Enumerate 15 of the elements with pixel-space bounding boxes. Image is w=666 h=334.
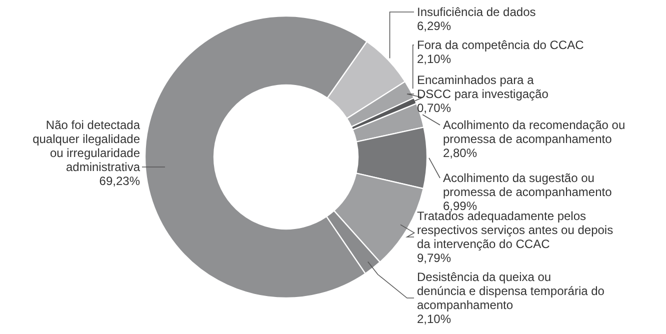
slice-label: Desistência da queixa ou denúncia e dispensa temporária do acompanhamento xyxy=(417,270,605,312)
slice-label: Insuficiência de dados xyxy=(417,5,536,19)
data-label: 69,23% xyxy=(99,174,140,188)
data-label: 2,80% xyxy=(443,146,478,160)
slice-label: Encaminhados para a DSCC para investigação xyxy=(417,73,549,101)
data-label: 6,99% xyxy=(443,199,478,213)
data-label: 6,29% xyxy=(417,19,452,33)
data-label: 2,10% xyxy=(417,312,452,326)
slice-label: Acolhimento da sugestão ou promessa de acompanhamento xyxy=(443,171,612,199)
slice-label: Acolhimento da recomendação ou promessa de acompanhamento xyxy=(443,118,626,146)
data-label: 9,79% xyxy=(417,251,452,265)
slice-label: Não foi detectada qualquer ilegalidade ou irregularidade administrativa xyxy=(32,118,140,174)
data-label: 0,70% xyxy=(417,101,452,115)
slice-label: Fora da competência do CCAC xyxy=(417,38,584,52)
data-label: 2,10% xyxy=(417,52,452,66)
